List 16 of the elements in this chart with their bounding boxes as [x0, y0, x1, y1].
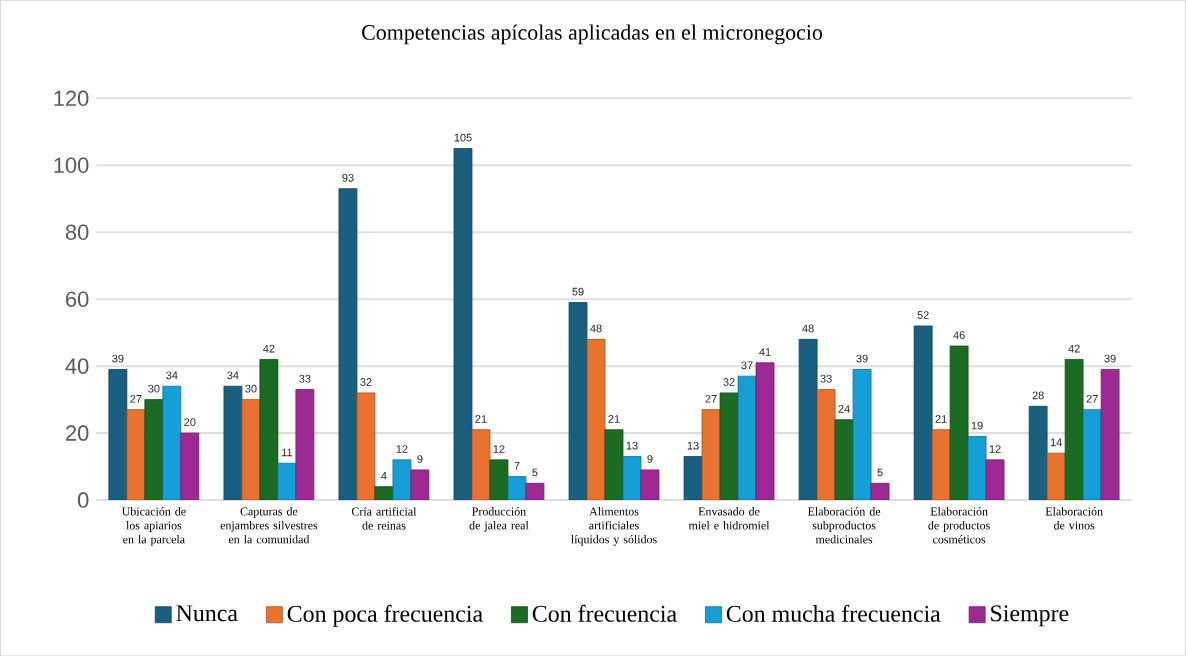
bar [162, 385, 182, 500]
y-tick-label: 80 [65, 224, 89, 240]
legend-label: Con frecuencia [532, 604, 677, 622]
legend-label: Siempre [991, 605, 1069, 627]
y-tick-label: 60 [66, 291, 89, 307]
y-tick-label: 100 [54, 157, 89, 173]
bar [180, 432, 200, 500]
y-tick-label: 0 [77, 492, 89, 508]
y-tick-label: 20 [66, 425, 89, 441]
y-tick-label: 40 [65, 358, 89, 374]
legend-label: Con poca frecuencia [287, 604, 483, 627]
legend-label: Con mucha frecuencia [726, 604, 941, 622]
bar [1028, 405, 1048, 500]
y-tick-label: 120 [54, 90, 89, 106]
chart-title: Competencias apícolas aplicadas en el micronegocio [362, 24, 823, 45]
legend-label: Nunca [176, 605, 238, 622]
